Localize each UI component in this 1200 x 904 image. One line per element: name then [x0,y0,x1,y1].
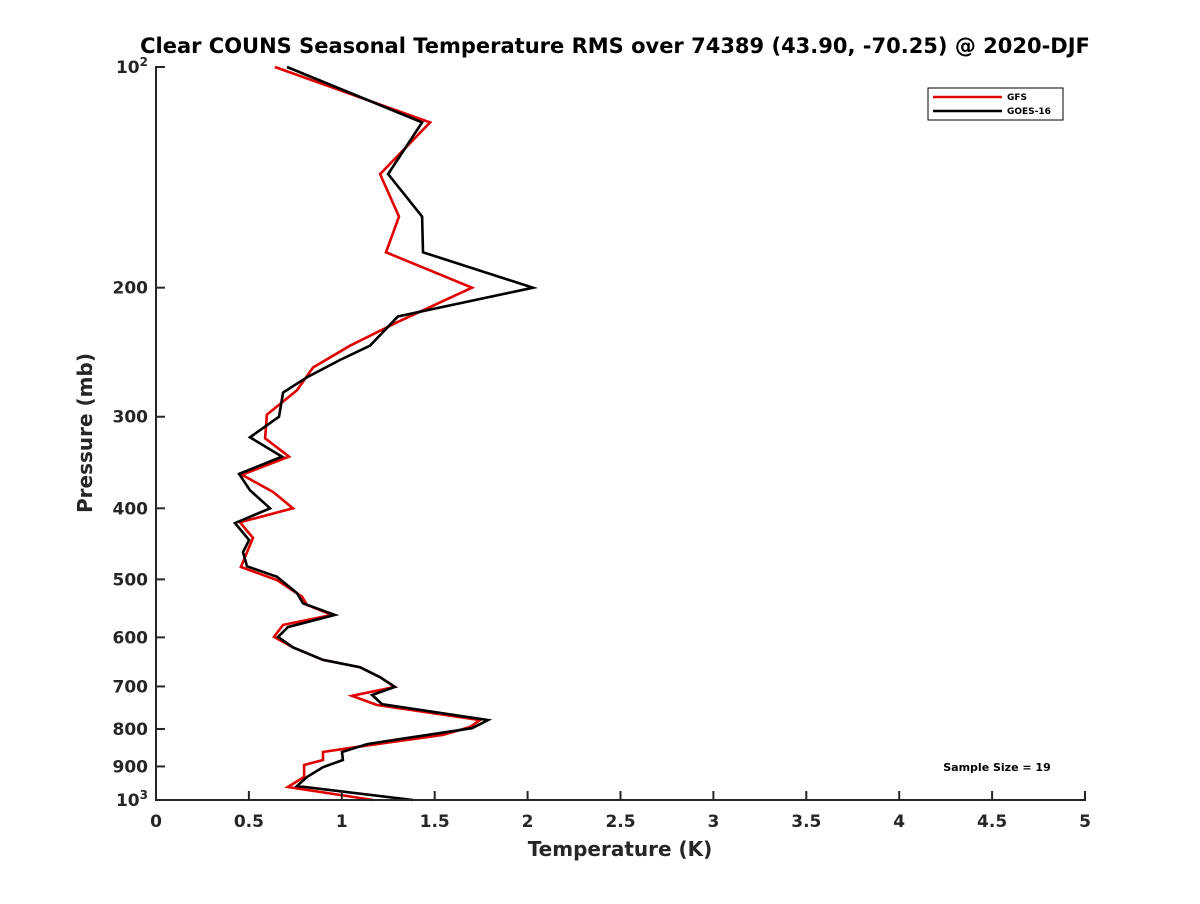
y-ticks: 102 200 300 400 500 600 700 800 900 103 [113,55,165,811]
x-tick-label: 0.5 [234,812,264,832]
y-tick-label: 400 [113,499,149,519]
x-tick-label: 1.5 [420,812,450,832]
axes [155,66,1086,801]
series-line-goes16 [232,65,539,802]
legend-label-gfs: GFS [1007,93,1027,103]
x-tick-label: 0 [150,812,162,832]
y-tick-label: 102 [116,55,148,78]
legend: GFS GOES-16 [927,87,1064,121]
x-tick-label: 3.5 [791,812,821,832]
x-tick-label: 4 [893,812,905,832]
x-tick-label: 4.5 [977,812,1007,832]
y-tick-label: 200 [113,279,149,299]
y-axis-label: Pressure (mb) [73,353,97,513]
chart-title: Clear COUNS Seasonal Temperature RMS ove… [140,34,1090,58]
x-axis-label: Temperature (K) [528,837,713,861]
y-tick-label: 900 [113,757,149,777]
x-tick-label: 2 [522,812,534,832]
x-tick-label: 2.5 [605,812,635,832]
x-ticks: 0 0.5 1 1.5 2 2.5 3 3.5 4 4.5 5 [150,791,1091,832]
y-tick-label: 500 [113,570,149,590]
x-tick-label: 1 [336,812,348,832]
y-tick-label: 700 [113,677,149,697]
sample-size-annotation: Sample Size = 19 [943,761,1050,774]
y-tick-label: 600 [113,628,149,648]
series-layer [232,65,539,802]
x-tick-label: 5 [1079,812,1091,832]
x-tick-label: 3 [707,812,719,832]
legend-box [927,87,1064,121]
series-line-gfs [237,65,484,802]
y-tick-label: 103 [116,788,148,811]
legend-label-goes16: GOES-16 [1007,107,1051,117]
y-tick-label: 300 [113,408,149,428]
y-tick-label: 800 [113,720,149,740]
